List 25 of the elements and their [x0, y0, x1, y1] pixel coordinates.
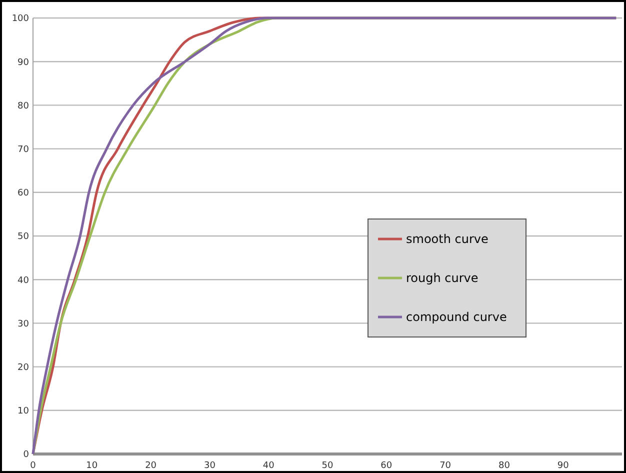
y-tick-label: 70 [18, 144, 30, 155]
y-tick-label: 10 [18, 406, 30, 417]
y-tick-label: 20 [18, 362, 30, 373]
y-tick-label: 0 [23, 450, 30, 460]
line-series [32, 16, 618, 456]
legend-label: rough curve [406, 271, 478, 286]
x-tick-label: 70 [440, 461, 452, 471]
x-tick-label: 10 [86, 461, 98, 471]
y-tick-label: 40 [18, 276, 30, 286]
x-tick-label: 20 [145, 461, 157, 471]
x-tick-label: 0 [30, 461, 36, 471]
x-tick-label: 60 [380, 461, 392, 471]
x-tick-label: 50 [322, 461, 334, 471]
y-tick-label: 80 [18, 101, 30, 112]
legend-label: compound curve [406, 310, 507, 324]
y-tick-label: 60 [18, 188, 30, 199]
y-tick-label: 30 [18, 319, 30, 330]
y-tick-label: 90 [18, 58, 30, 68]
x-tick-label: 80 [498, 461, 510, 471]
x-tick-label: 40 [262, 461, 275, 471]
x-tick-label: 90 [557, 461, 570, 471]
y-tick-label: 100 [12, 14, 30, 24]
y-tick-label: 50 [18, 232, 30, 242]
legend-label: smooth curve [406, 232, 488, 246]
x-tick-label: 30 [204, 461, 216, 471]
